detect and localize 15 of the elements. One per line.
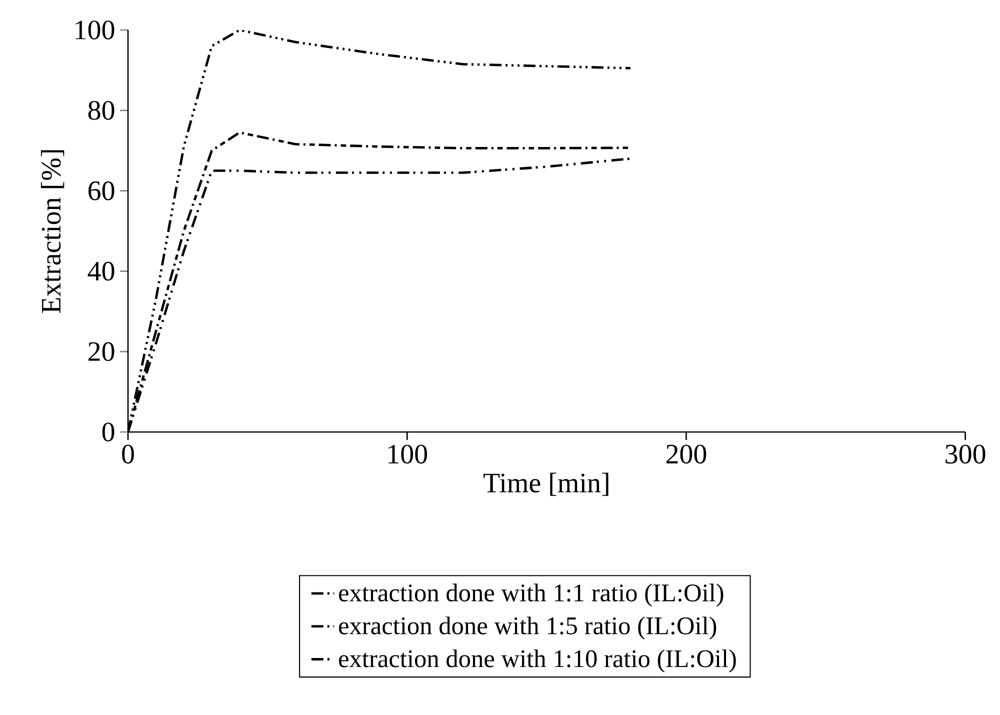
y-tick-label: 20	[88, 342, 114, 362]
legend-label: extraction done with 1:10 ratio (IL:Oil)	[339, 649, 736, 672]
y-tick-label: 40	[88, 262, 114, 281]
x-tick-label: 0	[122, 444, 134, 464]
y-tick-label: 80	[88, 100, 114, 120]
legend-label: exraction done with 1:5 ratio (IL:Oil)	[339, 616, 716, 640]
y-tick-label: 100	[76, 20, 114, 40]
x-tick-label: 200	[666, 444, 706, 464]
x-tick-label: 300	[946, 444, 986, 464]
x-axis-title: Time [min]	[484, 472, 608, 496]
x-tick-label: 100	[388, 444, 428, 464]
y-tick-label: 0	[102, 422, 114, 442]
legend-label: extraction done with 1:1 ratio (IL:Oil)	[339, 584, 724, 607]
y-tick-label: 60	[88, 181, 114, 200]
y-axis-title: Extraction [%]	[40, 150, 64, 313]
